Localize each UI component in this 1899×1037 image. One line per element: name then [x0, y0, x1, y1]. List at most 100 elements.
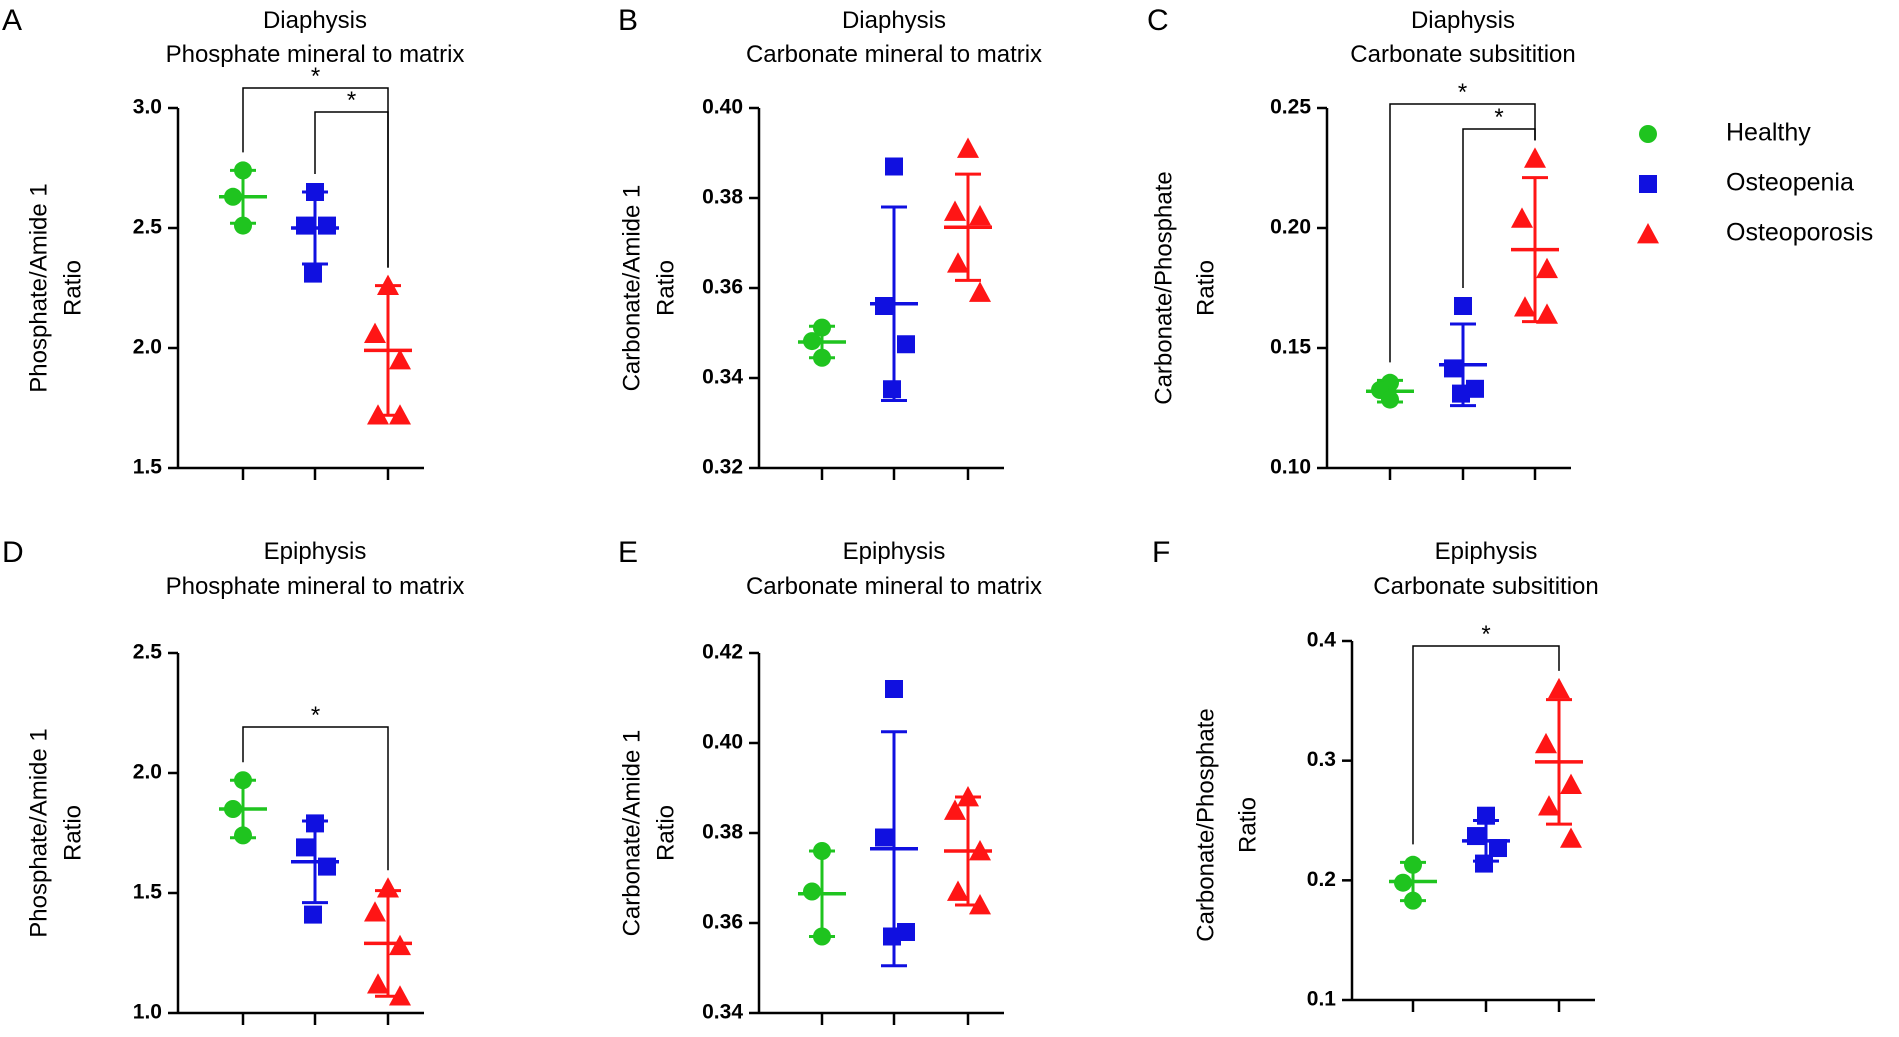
y-tick-label: 0.38: [702, 821, 743, 844]
y-tick-label: 0.34: [702, 1001, 743, 1024]
data-point-osteoporosis: [1560, 827, 1582, 848]
y-tick-label: 2.5: [133, 641, 163, 664]
data-point-osteoporosis: [377, 274, 399, 295]
data-point-healthy: [234, 826, 252, 845]
significance-bracket: [1389, 103, 1536, 363]
chart-title-line: Carbonate subsitition: [1350, 41, 1575, 68]
data-point-osteopenia: [296, 838, 314, 857]
legend-item-osteoporosis: Osteoporosis: [1637, 219, 1873, 247]
panel-letter: D: [2, 536, 24, 569]
chart-title-line: Diaphysis: [842, 7, 946, 34]
data-point-healthy: [803, 332, 821, 351]
data-point-healthy: [234, 771, 252, 790]
data-point-osteopenia: [1467, 827, 1485, 846]
chart-panel-c: C Diaphysis Carbonate subsitition Carbonate…: [1147, 4, 1576, 480]
y-axis-title: Ratio: [1234, 797, 1261, 853]
panel-letter: E: [618, 536, 638, 569]
data-point-osteoporosis: [1548, 677, 1570, 699]
data-point-osteoporosis: [944, 799, 966, 820]
data-point-healthy: [1381, 390, 1399, 409]
y-tick-label: 0.32: [702, 456, 743, 479]
y-tick-label: 2.0: [133, 336, 162, 359]
y-tick-label: 0.15: [1270, 336, 1311, 359]
data-point-healthy: [1394, 873, 1412, 892]
data-point-osteopenia: [1466, 379, 1484, 398]
data-point-osteoporosis: [1535, 732, 1557, 754]
data-point-osteoporosis: [364, 322, 386, 343]
y-axis-title: Ratio: [59, 805, 86, 861]
data-point-osteoporosis: [377, 877, 399, 898]
data-point-healthy: [803, 882, 821, 901]
panel-letter: F: [1152, 536, 1170, 569]
y-axis-title: Phosphate/Amide 1: [25, 183, 52, 392]
significance-bracket: [1462, 128, 1536, 288]
data-point-osteoporosis: [367, 404, 389, 425]
data-point-healthy: [813, 348, 831, 367]
data-point-osteoporosis: [389, 349, 411, 370]
data-point-healthy: [224, 800, 242, 818]
data-point-osteoporosis: [1538, 795, 1560, 816]
legend-label: Osteoporosis: [1726, 219, 1873, 247]
group-osteoporosis: [364, 274, 412, 425]
y-tick-label: 2.0: [133, 761, 162, 784]
data-point-osteoporosis: [947, 252, 969, 273]
y-tick-label: 0.38: [702, 186, 743, 209]
y-tick-label: 0.40: [702, 96, 743, 119]
chart-title-line: Phosphate mineral to matrix: [166, 41, 465, 68]
data-point-osteopenia: [885, 157, 903, 176]
data-point-osteoporosis: [957, 137, 979, 158]
group-osteoporosis: [1535, 677, 1583, 848]
data-point-healthy: [813, 927, 831, 946]
group-osteopenia: [291, 183, 339, 283]
data-point-healthy: [234, 216, 252, 235]
y-axis-title: Carbonate/Amide 1: [618, 185, 645, 392]
data-point-osteoporosis: [389, 404, 411, 425]
chart-title-line: Carbonate subsitition: [1373, 573, 1598, 600]
chart-panel-a: A Diaphysis Phosphate mineral to matrix Pho…: [2, 4, 464, 480]
group-osteopenia: [1439, 297, 1487, 408]
chart-title-line: Epiphysis: [264, 538, 367, 565]
chart-title-line: Carbonate mineral to matrix: [746, 41, 1042, 68]
chart-panel-b: B Diaphysis Carbonate mineral to matrix Car…: [618, 4, 1042, 480]
significance-label: *: [1458, 79, 1467, 106]
panel-letter: B: [618, 4, 638, 37]
legend-label: Osteopenia: [1726, 169, 1854, 197]
y-tick-label: 1.5: [133, 456, 163, 479]
legend-item-osteopenia: Osteopenia: [1639, 169, 1854, 197]
data-point-osteopenia: [1477, 806, 1495, 825]
y-tick-label: 0.34: [702, 366, 743, 389]
y-axis-title: Ratio: [652, 805, 679, 861]
y-tick-label: 0.40: [702, 731, 743, 754]
significance-label: *: [1494, 104, 1503, 131]
y-tick-label: 0.10: [1270, 456, 1311, 479]
group-osteopenia: [291, 814, 339, 924]
significance-label: *: [311, 63, 320, 90]
y-tick-label: 0.25: [1270, 96, 1311, 119]
group-osteoporosis: [1511, 147, 1559, 324]
legend-marker-square: [1639, 175, 1657, 193]
group-healthy: [1389, 855, 1437, 910]
data-point-osteoporosis: [1524, 147, 1546, 168]
chart-panel-e: E Epiphysis Carbonate mineral to matrix Car…: [618, 536, 1042, 1025]
chart-title-line: Phosphate mineral to matrix: [166, 573, 465, 600]
data-point-osteopenia: [318, 857, 336, 876]
data-point-osteopenia: [296, 216, 314, 235]
data-point-healthy: [813, 842, 831, 860]
group-osteoporosis: [944, 786, 992, 915]
data-point-osteopenia: [306, 183, 324, 201]
y-tick-label: 0.4: [1307, 629, 1337, 652]
data-point-osteopenia: [1452, 384, 1470, 403]
legend: Healthy Osteopenia Osteoporosis: [1637, 119, 1873, 247]
y-tick-label: 0.2: [1307, 868, 1336, 891]
y-tick-label: 2.5: [133, 216, 163, 239]
chart-title-line: Epiphysis: [843, 538, 946, 565]
chart-title-line: Diaphysis: [1411, 7, 1515, 34]
data-point-osteoporosis: [969, 894, 991, 915]
significance-bracket: [1412, 645, 1560, 845]
data-point-osteoporosis: [969, 205, 991, 226]
significance-label: *: [1481, 621, 1490, 648]
significance-label: *: [311, 702, 320, 729]
group-healthy: [798, 318, 846, 367]
data-point-osteopenia: [875, 297, 893, 315]
data-point-osteopenia: [1444, 359, 1462, 378]
